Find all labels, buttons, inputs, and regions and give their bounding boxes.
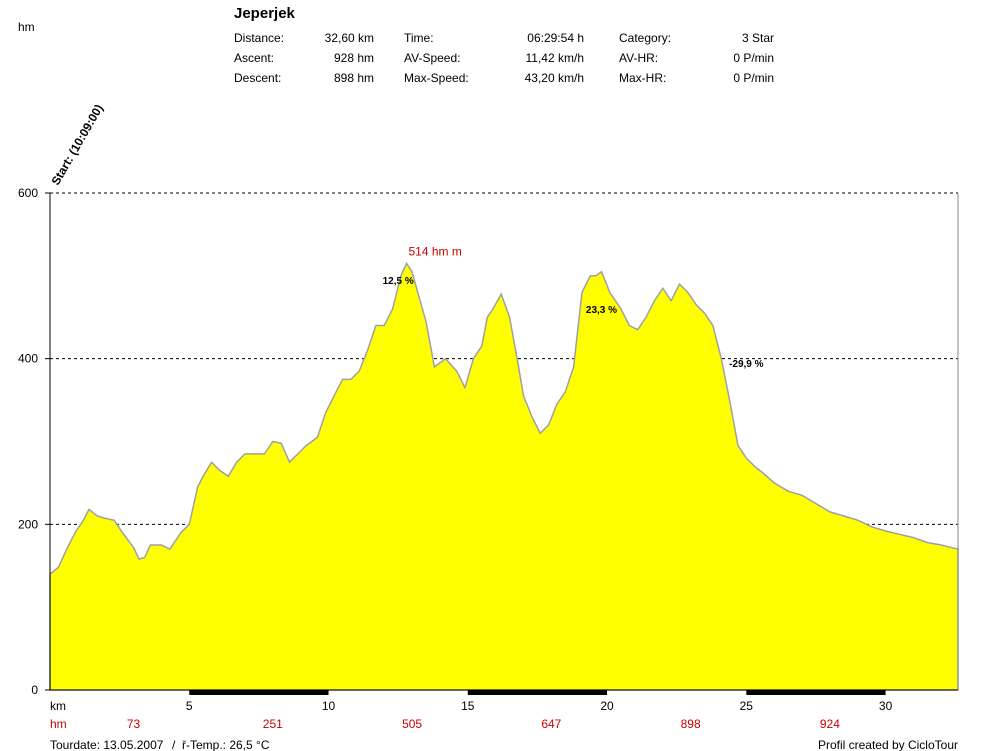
- y-tick-label-600: 600: [18, 186, 38, 200]
- axis-ticks: 0 200 400 600 km 5 10 15 20 25 30 hm 73 251 505 647 898 9…: [18, 186, 893, 731]
- grade-annotation-2: -29,9 %: [729, 359, 764, 370]
- x-axis-label: km: [50, 699, 66, 713]
- km-scale-segment-5: [189, 690, 329, 695]
- annotations: 514 hm m 12,5 % 23,3 % -29,9 %: [383, 244, 764, 370]
- y-tick-label-400: 400: [18, 352, 38, 366]
- ascent-value-3: 647: [541, 717, 561, 731]
- tour-title: Jeperjek: [234, 5, 295, 22]
- stat-value-av-hr: 0 P/min: [733, 51, 774, 65]
- stat-value-descent: 898 hm: [333, 71, 374, 85]
- x-tick-label-30: 30: [879, 699, 893, 713]
- km-scale-segment-25: [746, 690, 886, 695]
- ascent-value-2: 505: [402, 717, 422, 731]
- stat-label-ascent: Ascent:: [234, 51, 275, 65]
- stat-value-category: 3 Star: [741, 31, 774, 45]
- temperature-label: ř-Temp.: 26,5 °C: [182, 738, 270, 751]
- x-tick-label-20: 20: [600, 699, 614, 713]
- elevation-area: [49, 261, 959, 691]
- stat-label-av-speed: AV-Speed:: [404, 51, 461, 65]
- ascent-row-label: hm: [50, 717, 67, 731]
- footer-separator: /: [172, 738, 176, 751]
- stat-value-max-hr: 0 P/min: [733, 71, 774, 85]
- ascent-value-5: 924: [820, 717, 840, 731]
- stat-value-ascent: 928 hm: [333, 51, 374, 65]
- stat-value-distance: 32,60 km: [324, 31, 374, 45]
- start-label: Start: (10:09:00): [48, 102, 105, 188]
- stat-label-av-hr: AV-HR:: [619, 51, 659, 65]
- stat-value-max-speed: 43,20 km/h: [524, 71, 584, 85]
- stat-label-distance: Distance:: [234, 31, 285, 45]
- stat-label-max-speed: Max-Speed:: [404, 71, 469, 85]
- stat-label-time: Time:: [404, 31, 434, 45]
- tourdate-label: Tourdate: 13.05.2007: [50, 738, 164, 751]
- km-scale-segment-15: [467, 690, 608, 695]
- x-tick-label-5: 5: [186, 699, 193, 713]
- stat-label-category: Category:: [619, 31, 672, 45]
- y-unit-label: hm: [18, 20, 35, 34]
- grade-annotation-1: 23,3 %: [586, 305, 617, 316]
- y-tick-label-200: 200: [18, 517, 38, 531]
- stat-label-descent: Descent:: [234, 71, 282, 85]
- stat-label-max-hr: Max-HR:: [619, 71, 667, 85]
- axes: [49, 193, 959, 695]
- x-tick-label-25: 25: [740, 699, 754, 713]
- ascent-value-4: 898: [681, 717, 701, 731]
- ascent-value-0: 73: [127, 717, 141, 731]
- credit-label: Profil created by CicloTour: [818, 738, 958, 751]
- grade-annotation-0: 12,5 %: [383, 276, 414, 287]
- stat-value-av-speed: 11,42 km/h: [525, 51, 584, 65]
- stat-value-time: 06:29:54 h: [527, 31, 584, 45]
- x-tick-label-10: 10: [322, 699, 336, 713]
- x-tick-label-15: 15: [461, 699, 475, 713]
- ascent-value-1: 251: [263, 717, 283, 731]
- max-elevation-label: 514 hm m: [409, 244, 462, 258]
- y-tick-label-0: 0: [31, 683, 38, 697]
